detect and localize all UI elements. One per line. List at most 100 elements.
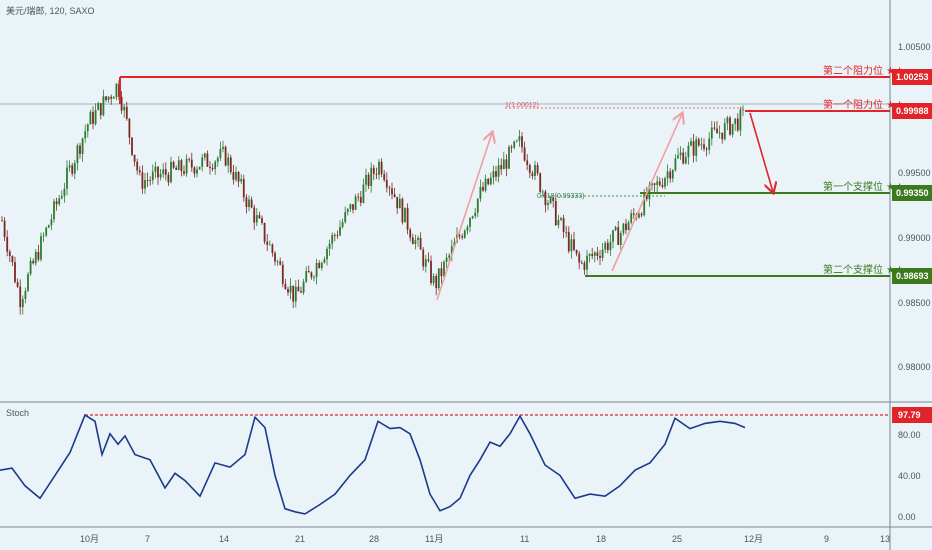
candle-body (593, 252, 596, 256)
candle-body (42, 235, 45, 237)
candle-body (695, 139, 698, 156)
candle-body (458, 234, 461, 237)
candle-body (716, 128, 718, 134)
candle-body (29, 260, 32, 275)
candle-body (216, 157, 219, 162)
candle-body (164, 169, 167, 175)
candle-body (690, 141, 692, 146)
candle-body (8, 251, 11, 257)
candle-body (222, 146, 224, 149)
candle-body (1, 220, 3, 222)
candle-body (554, 201, 557, 226)
candle-body (393, 194, 396, 197)
candle-body (599, 256, 601, 258)
y-tick-label: 0.98000 (898, 362, 931, 372)
price-pane[interactable] (0, 0, 890, 402)
candle-body (255, 215, 258, 223)
candle-body (89, 111, 92, 125)
candle-body (424, 259, 427, 267)
candle-body (128, 118, 131, 138)
candle-body (68, 165, 71, 168)
candle-body (344, 212, 347, 223)
support-2-value: 0.98693 (896, 271, 929, 281)
candle-body (102, 96, 105, 116)
candle-body (479, 186, 482, 199)
candle-body (453, 242, 456, 247)
candle-body (357, 196, 360, 198)
candle-body (336, 235, 339, 237)
candle-body (544, 191, 547, 206)
candle-body (50, 219, 53, 226)
candle-body (664, 178, 666, 187)
candle-body (396, 196, 399, 209)
candle-body (120, 96, 123, 111)
candle-body (523, 147, 526, 161)
candle-body (674, 158, 677, 171)
candle-body (240, 179, 243, 182)
candle-body (268, 244, 271, 246)
candle-body (404, 207, 406, 223)
y-tick-label: 1.00500 (898, 42, 931, 52)
candle-body (292, 285, 295, 302)
candle-body (671, 170, 674, 179)
candle-body (469, 218, 471, 227)
candle-body (248, 199, 250, 208)
projection-arrow-up-2 (611, 114, 682, 272)
candle-body (341, 222, 344, 227)
candle-body (198, 166, 201, 170)
candle-body (461, 236, 464, 238)
resistance-2-tag (892, 69, 932, 85)
candle-body (391, 188, 393, 195)
candle-body (219, 148, 222, 158)
candle-body (279, 261, 282, 265)
candle-body (328, 243, 331, 249)
x-tick-label: 7 (145, 534, 150, 544)
candle-body (175, 167, 178, 170)
candle-body (557, 219, 560, 226)
support-1-value: 0.99350 (896, 188, 929, 198)
candle-body (305, 271, 308, 282)
candle-body (617, 227, 620, 245)
candle-body (705, 148, 708, 150)
support-1-tag (892, 185, 932, 201)
candle-body (214, 161, 217, 170)
candle-body (500, 165, 503, 170)
candle-body (474, 212, 477, 217)
candle-body (684, 157, 687, 164)
candle-body (604, 242, 607, 250)
candle-body (638, 213, 640, 218)
stoch-tick-label: 80.00 (898, 430, 921, 440)
y-tick-label: 0.99000 (898, 233, 931, 243)
candle-body (656, 181, 659, 185)
candle-body (697, 139, 700, 146)
candle-body (3, 220, 6, 238)
fib-label-lower: 0.618(0.99333) (537, 193, 584, 200)
candle-body (99, 103, 102, 116)
candle-body (302, 281, 305, 293)
resistance-2-value: 1.00253 (896, 72, 929, 82)
candle-body (131, 137, 133, 155)
candle-body (331, 235, 334, 244)
candle-body (385, 180, 388, 188)
candle-body (138, 170, 141, 173)
candle-body (612, 230, 614, 242)
stoch-tick-label: 40.00 (898, 471, 921, 481)
candle-body (406, 207, 409, 230)
candle-body (679, 152, 682, 156)
symbol-label: 美元/瑞郎, 120, SAXO (6, 5, 95, 16)
candle-body (370, 167, 373, 186)
candle-body (687, 145, 690, 158)
candle-body (315, 262, 318, 278)
candle-body (614, 227, 617, 231)
candle-body (700, 144, 703, 146)
candle-body (380, 161, 383, 175)
x-tick-label: 11 (520, 534, 529, 544)
candle-body (653, 183, 656, 185)
candle-body (86, 124, 89, 132)
resistance-1-tag (892, 103, 932, 119)
candle-body (27, 274, 29, 291)
candle-body (349, 204, 352, 209)
candle-body (513, 141, 516, 148)
